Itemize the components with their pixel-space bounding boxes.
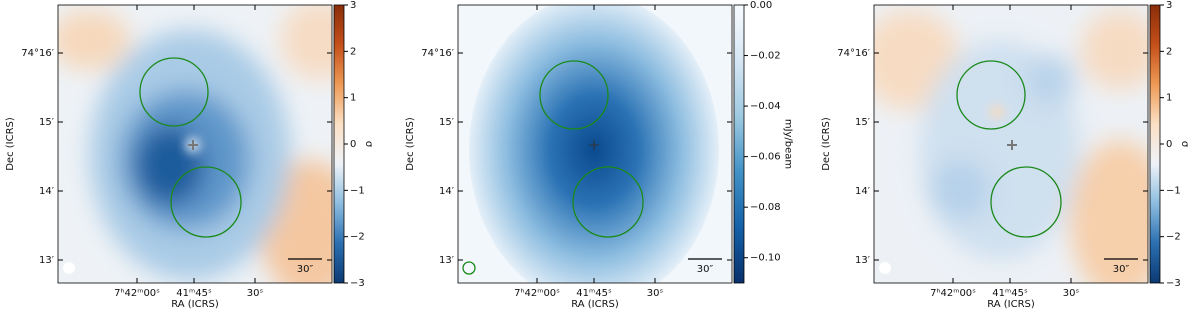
colorbar-tick-label: 2: [1166, 46, 1172, 57]
axes-frame: [57, 4, 333, 284]
colorbar-tick-label: −0.08: [750, 202, 781, 213]
center-marker: [589, 140, 599, 150]
colorbar-tick-label: −1: [350, 185, 365, 196]
colorbar-tick-label: −0.10: [750, 253, 781, 264]
x-tick-label: 41ᵐ45ˢ: [576, 288, 612, 299]
y-tick-label: 74°16′: [21, 48, 54, 59]
colorbar-tick-label: 0.00: [750, 0, 772, 11]
y-tick-label: 14′: [439, 186, 455, 197]
aperture-circle: [572, 166, 644, 238]
y-tick-label: 14′: [855, 186, 871, 197]
y-tick-label: 74°16′: [837, 48, 870, 59]
colorbar-tick-label: −1: [1166, 185, 1181, 196]
y-tick-label: 14′: [39, 186, 55, 197]
x-tick-label: 30ˢ: [1063, 288, 1080, 299]
colorbar-tick-label: −2: [350, 232, 365, 243]
center-marker: [1007, 140, 1017, 150]
colorbar-tick-label: 2: [350, 46, 356, 57]
y-tick-label: 13′: [855, 255, 871, 266]
colorbar-tick-label: 1: [350, 93, 356, 104]
colorbar: [733, 4, 745, 284]
aperture-circle: [139, 57, 209, 127]
colorbar-tick-label: 3: [1166, 0, 1172, 11]
colorbar-tick-label: 3: [350, 0, 356, 11]
x-tick-label: 41ᵐ45ˢ: [992, 288, 1028, 299]
aperture-circle: [539, 60, 609, 130]
scale-bar-label: 30″: [697, 264, 714, 275]
colorbar-label: σ: [363, 141, 374, 148]
axes-frame: [873, 4, 1149, 284]
x-axis-label: RA (ICRS): [571, 299, 619, 310]
colorbar-tick-label: −0.04: [750, 101, 781, 112]
x-tick-label: 7ʰ42ᵐ00ˢ: [930, 288, 976, 299]
colorbar-tick-label: −3: [1166, 278, 1181, 289]
beam: [879, 262, 891, 274]
aperture-circle: [990, 166, 1062, 238]
x-tick-label: 41ᵐ45ˢ: [176, 288, 212, 299]
scale-bar-label: 30″: [1113, 264, 1130, 275]
colorbar: [333, 4, 345, 284]
map-image: [58, 5, 332, 283]
center-marker: [188, 140, 198, 150]
x-axis-label: RA (ICRS): [171, 299, 219, 310]
colorbar-tick-label: 0: [350, 139, 356, 150]
x-tick-label: 30ˢ: [247, 288, 264, 299]
colorbar-tick-label: 0: [1166, 139, 1172, 150]
y-tick-label: 74°16′: [421, 48, 454, 59]
map-image: [874, 5, 1148, 283]
y-tick-label: 15′: [39, 117, 55, 128]
colorbar-tick-label: 1: [1166, 93, 1172, 104]
beam: [63, 262, 75, 274]
x-axis-label: RA (ICRS): [987, 299, 1035, 310]
y-tick-label: 13′: [439, 255, 455, 266]
colorbar-tick-label: −0.06: [750, 152, 781, 163]
colorbar-label: mJy/beam: [783, 119, 794, 169]
y-axis-label: Dec (ICRS): [405, 117, 416, 171]
scale-bar-label: 30″: [297, 264, 314, 275]
colorbar-tick-label: −3: [350, 278, 365, 289]
y-axis-label: Dec (ICRS): [5, 117, 16, 171]
x-tick-label: 30ˢ: [647, 288, 664, 299]
colorbar-label: σ: [1179, 141, 1190, 148]
beam: [462, 261, 476, 275]
axes-frame: [457, 4, 733, 284]
colorbar: [1149, 4, 1161, 284]
colorbar-tick-label: −0.02: [750, 51, 781, 62]
colorbar-tick-label: −2: [1166, 232, 1181, 243]
y-tick-label: 15′: [855, 117, 871, 128]
aperture-circle: [170, 166, 242, 238]
x-tick-label: 7ʰ42ᵐ00ˢ: [114, 288, 160, 299]
x-tick-label: 7ʰ42ᵐ00ˢ: [514, 288, 560, 299]
y-tick-label: 13′: [39, 255, 55, 266]
y-tick-label: 15′: [439, 117, 455, 128]
aperture-circle: [956, 60, 1026, 130]
y-axis-label: Dec (ICRS): [821, 117, 832, 171]
